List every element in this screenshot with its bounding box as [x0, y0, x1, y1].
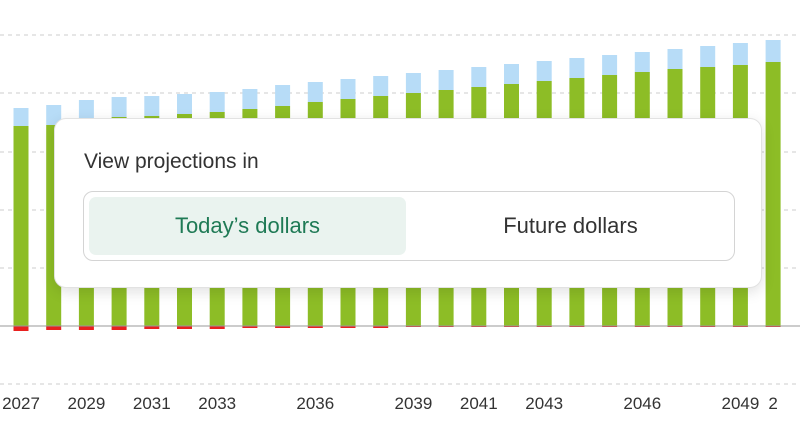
- bar-segment-2030-s2: [111, 326, 127, 330]
- bar-segment-2035-s1: [275, 85, 291, 106]
- bar-segment-2033-s1: [209, 92, 225, 112]
- x-tick-label: 2036: [296, 394, 334, 413]
- bar-segment-2037-s1: [340, 79, 356, 99]
- bar-segment-2034-s2: [242, 326, 258, 328]
- x-tick-label: 2: [768, 394, 777, 413]
- x-tick-label: 2043: [525, 394, 563, 413]
- bar-segment-2028-s2: [46, 326, 62, 330]
- bar-segment-2046-s1: [634, 52, 650, 72]
- x-tick-label: 2039: [394, 394, 432, 413]
- bar-segment-2044-s1: [569, 58, 585, 78]
- x-axis-ticks: 2027 2029 2031 2033 2036 2039 2041 2043 2046 2049…: [2, 394, 778, 413]
- bar-segment-2040-s1: [438, 70, 454, 90]
- bar-segment-2047-s1: [667, 49, 683, 69]
- future-dollars-option[interactable]: Future dollars: [503, 213, 638, 238]
- bar-segment-2027-s0: [13, 126, 29, 326]
- dollar-mode-toggle: Today’s dollars Future dollars: [83, 191, 735, 261]
- bar-segment-2032-s1: [177, 94, 192, 114]
- bar-segment-2049-s1: [732, 43, 748, 65]
- bar-segment-2035-s2: [275, 326, 291, 328]
- bar-segment-2033-s2: [209, 326, 225, 329]
- bar-segment-2029-s2: [78, 326, 94, 330]
- bar-segment-2029-s1: [78, 100, 94, 120]
- x-tick-label: 2046: [623, 394, 661, 413]
- bar-segment-2037-s2: [340, 326, 356, 328]
- x-tick-label: 2041: [460, 394, 498, 413]
- bar-segment-2045-s1: [602, 55, 618, 75]
- bar-segment-2036-s1: [307, 82, 323, 102]
- bar-segment-2031-s2: [144, 326, 160, 329]
- bar-segment-2038-s2: [373, 326, 389, 328]
- panel-title: View projections in: [84, 150, 259, 173]
- x-tick-label: 2029: [67, 394, 105, 413]
- bar-segment-2048-s1: [700, 46, 716, 67]
- bar-segment-2031-s1: [144, 96, 160, 116]
- bar-segment-2041-s1: [471, 67, 487, 87]
- bar-segment-2043-s1: [536, 61, 552, 81]
- bar-segment-2027-s2: [13, 326, 29, 331]
- bar-segment-2050-s0: [765, 62, 781, 326]
- x-tick-label: 2031: [133, 394, 171, 413]
- view-projections-panel: View projections in Today’s dollars Futu…: [54, 118, 762, 288]
- bar-segment-2050-s1: [765, 40, 781, 62]
- x-tick-label: 2049: [721, 394, 759, 413]
- todays-dollars-option[interactable]: Today’s dollars: [89, 197, 406, 255]
- bar-segment-2034-s1: [242, 89, 258, 109]
- bar-segment-2030-s1: [111, 97, 127, 117]
- x-tick-label: 2027: [2, 394, 40, 413]
- bar-segment-2038-s1: [373, 76, 389, 96]
- bar-segment-2039-s1: [405, 73, 421, 93]
- bar-segment-2042-s1: [504, 64, 519, 84]
- bar-segment-2036-s2: [307, 326, 323, 328]
- bar-segment-2027-s1: [13, 108, 29, 126]
- x-tick-label: 2033: [198, 394, 236, 413]
- bar-segment-2032-s2: [177, 326, 192, 329]
